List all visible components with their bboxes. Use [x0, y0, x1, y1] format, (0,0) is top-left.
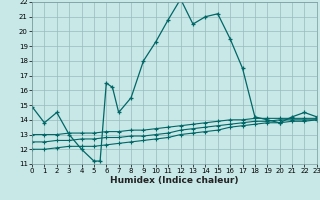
X-axis label: Humidex (Indice chaleur): Humidex (Indice chaleur) [110, 176, 239, 185]
